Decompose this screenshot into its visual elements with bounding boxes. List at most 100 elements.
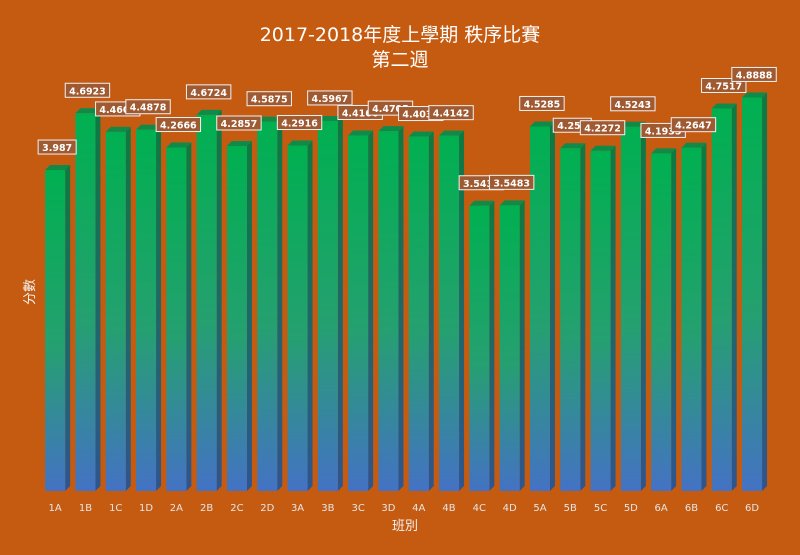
bar-side-6a — [671, 148, 677, 491]
bar-cap-4a — [408, 131, 434, 137]
bars-group — [45, 92, 768, 492]
x-tick-6d: 6D — [745, 503, 759, 514]
data-label-box-6c — [701, 77, 747, 93]
x-tick-6c: 6C — [715, 503, 728, 514]
x-tick-3a: 3A — [291, 503, 304, 514]
bar-1a — [45, 170, 66, 491]
bar-side-3a — [307, 140, 313, 492]
bar-1d — [136, 129, 157, 491]
data-label-6a: 4.1935 — [645, 126, 682, 137]
x-tick-3d: 3D — [381, 503, 395, 514]
bar-3d — [378, 131, 399, 491]
bar-cap-5d — [620, 121, 646, 127]
data-label-box-6d — [731, 66, 777, 82]
x-tick-3c: 3C — [351, 503, 364, 514]
bar-cap-1b — [75, 108, 101, 114]
data-label-5a: 4.5285 — [524, 99, 561, 110]
data-label-box-2a — [155, 117, 202, 133]
bar-side-1b — [95, 108, 101, 492]
bar-cap-4c — [469, 200, 495, 206]
data-label-box-3b — [307, 90, 353, 106]
data-label-box-2c — [216, 115, 262, 131]
data-label-5c: 4.2272 — [584, 124, 621, 135]
x-tick-1d: 1D — [139, 503, 153, 514]
bar-side-1a — [65, 165, 71, 491]
bar-side-4d — [519, 200, 525, 491]
bar-side-3c — [368, 130, 374, 492]
bar-side-1d — [156, 124, 162, 491]
bar-5d — [620, 126, 641, 491]
data-label-box-3a — [276, 115, 323, 131]
bar-3a — [287, 145, 308, 492]
data-label-3d: 4.4705 — [372, 104, 409, 115]
data-label-box-5a — [519, 95, 565, 111]
bar-side-2d — [277, 116, 283, 492]
x-tick-2c: 2C — [230, 503, 243, 514]
data-label-6b: 4.2647 — [675, 121, 712, 132]
bar-3c — [348, 135, 369, 492]
bar-side-2a — [186, 142, 192, 491]
bar-side-4a — [428, 131, 434, 491]
data-label-box-5c — [579, 120, 626, 136]
data-label-2d: 4.5875 — [251, 95, 288, 106]
x-axis-title: 班別 — [392, 519, 418, 534]
data-label-4a: 4.4032 — [402, 110, 439, 121]
bar-cap-2b — [196, 109, 222, 115]
bar-2c — [226, 146, 247, 491]
x-tick-4a: 4A — [412, 503, 425, 514]
bar-4d — [499, 205, 520, 491]
bar-1c — [105, 131, 126, 491]
bar-4a — [408, 136, 429, 491]
bar-5a — [529, 126, 550, 491]
data-label-3a: 4.2916 — [281, 119, 318, 130]
data-label-1b: 4.6923 — [69, 86, 106, 97]
bar-cap-6c — [711, 103, 737, 109]
data-label-box-1b — [64, 82, 111, 98]
bar-4b — [439, 135, 460, 491]
data-label-box-2d — [246, 91, 292, 107]
data-label-5b: 4.258 — [557, 121, 587, 132]
x-tick-4c: 4C — [473, 503, 486, 514]
bar-4c — [469, 205, 490, 492]
bar-cap-5b — [560, 143, 586, 149]
data-label-2c: 4.2857 — [221, 119, 258, 130]
bar-cap-6d — [742, 92, 768, 98]
bar-cap-4d — [499, 200, 525, 206]
x-tick-6a: 6A — [655, 503, 668, 514]
data-label-box-4d — [488, 174, 535, 190]
bar-side-5b — [580, 143, 586, 491]
bar-cap-3b — [317, 115, 343, 121]
bar-5b — [560, 148, 581, 491]
data-label-box-1a — [37, 139, 77, 155]
bar-cap-3c — [348, 130, 374, 136]
bar-cap-2d — [257, 116, 283, 122]
x-tick-4b: 4B — [442, 503, 455, 514]
bar-6c — [711, 108, 732, 491]
x-tick-4d: 4D — [503, 503, 517, 514]
x-tick-5a: 5A — [533, 503, 546, 514]
data-label-1c: 4.4605 — [99, 105, 136, 116]
x-tick-5c: 5C — [594, 503, 607, 514]
bar-side-5d — [640, 121, 646, 491]
data-label-4b: 4.4142 — [433, 109, 470, 120]
data-label-2b: 4.6724 — [190, 88, 227, 99]
bar-cap-1d — [136, 124, 162, 130]
bar-2a — [166, 147, 187, 491]
bar-cap-6b — [681, 142, 707, 148]
data-label-4c: 3.5434 — [463, 179, 500, 190]
bar-cap-1c — [105, 126, 131, 132]
data-label-6d: 4.8888 — [736, 70, 773, 81]
bar-3b — [317, 120, 338, 492]
bar-side-5c — [610, 145, 616, 492]
data-label-4d: 3.5483 — [493, 178, 530, 189]
bar-side-3b — [337, 115, 343, 492]
x-tick-labels: 1A 1B 1C 1D 2A 2B 2C 2D 3A 3B 3C 3D 4A 4B 4C 4D 5A 5B 5C 5D… — [49, 503, 760, 514]
x-tick-5d: 5D — [624, 503, 638, 514]
x-tick-2b: 2B — [200, 503, 213, 514]
bar-cap-6a — [651, 148, 677, 154]
x-tick-2d: 2D — [260, 503, 274, 514]
bar-side-1c — [125, 126, 131, 491]
data-label-1a: 3.987 — [42, 143, 72, 154]
bar-cap-5a — [529, 121, 555, 127]
